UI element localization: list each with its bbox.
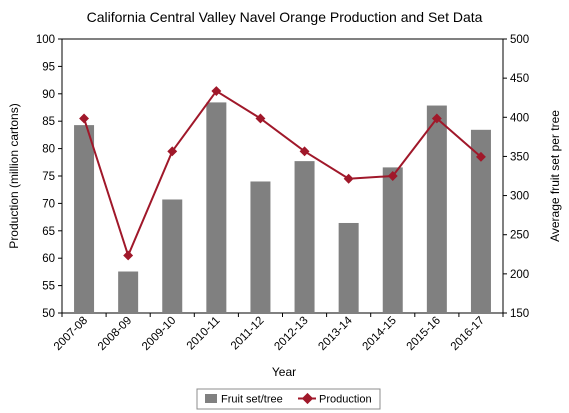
left-tick-label: 100 [36,34,55,46]
production-point [123,250,134,261]
bar [74,125,95,313]
x-axis-label: Year [272,365,296,379]
legend-swatch-bars [205,394,217,403]
bar-series [74,102,491,314]
line-series [79,86,486,261]
bar [382,167,403,313]
x-tick-label: 2016-17 [449,315,487,353]
left-tick-label: 50 [42,308,55,320]
x-tick-label: 2009-10 [140,315,178,353]
right-tick-label: 450 [510,73,529,85]
bar [294,161,315,313]
right-tick-label: 200 [510,269,529,281]
production-point [343,173,354,184]
right-tick-label: 300 [510,191,529,203]
bar [338,222,359,313]
right-tick-label: 500 [510,34,529,46]
bar [250,181,271,313]
left-tick-label: 75 [42,171,55,183]
bar [206,102,227,313]
left-tick-label: 60 [42,253,55,265]
bar [470,129,491,313]
production-point [211,86,222,97]
x-axis: 2007-08 2008-09 2009-10 2010-11 2011-12 2012-… [52,313,504,353]
right-axis: 150 200 250 300 350 400 450 500 [503,34,529,320]
bar [118,271,139,313]
left-tick-label: 65 [42,226,55,238]
legend-marker-line [301,392,314,405]
production-point [476,151,486,162]
production-point [299,146,310,157]
left-axis: 50 55 60 65 70 75 80 85 90 95 100 [36,34,62,320]
bar [162,199,183,313]
x-tick-label: 2011-12 [229,315,267,353]
production-point [167,146,178,157]
legend-label-bars: Fruit set/tree [221,394,283,406]
right-tick-label: 350 [510,151,529,163]
production-point [79,113,89,124]
y-axis-label-right: Average fruit set per tree [548,110,562,242]
right-tick-label: 250 [510,230,529,242]
chart-title: California Central Valley Navel Orange P… [87,9,483,25]
right-tick-label: 400 [510,112,529,124]
left-tick-label: 85 [42,116,55,128]
legend: Fruit set/tree Production [196,388,381,410]
x-tick-label: 2014-15 [361,315,399,353]
left-tick-label: 55 [42,281,55,293]
x-tick-label: 2008-09 [96,315,134,353]
legend-box [196,388,381,410]
x-tick-label: 2013-14 [316,314,355,353]
x-tick-label: 2015-16 [405,315,443,353]
left-tick-label: 90 [42,89,55,101]
production-point [387,171,398,181]
x-tick-label: 2012-13 [272,315,310,353]
legend-label-line: Production [319,394,372,406]
bar [426,105,447,314]
x-tick-label: 2007-08 [52,315,90,353]
right-tick-label: 150 [510,308,529,320]
left-tick-label: 80 [42,144,55,156]
left-tick-label: 95 [42,61,55,73]
left-tick-label: 70 [42,198,55,210]
x-tick-label: 2010-11 [185,315,223,353]
production-line [83,89,482,259]
y-axis-label-left: Production (million cartons) [7,103,21,248]
